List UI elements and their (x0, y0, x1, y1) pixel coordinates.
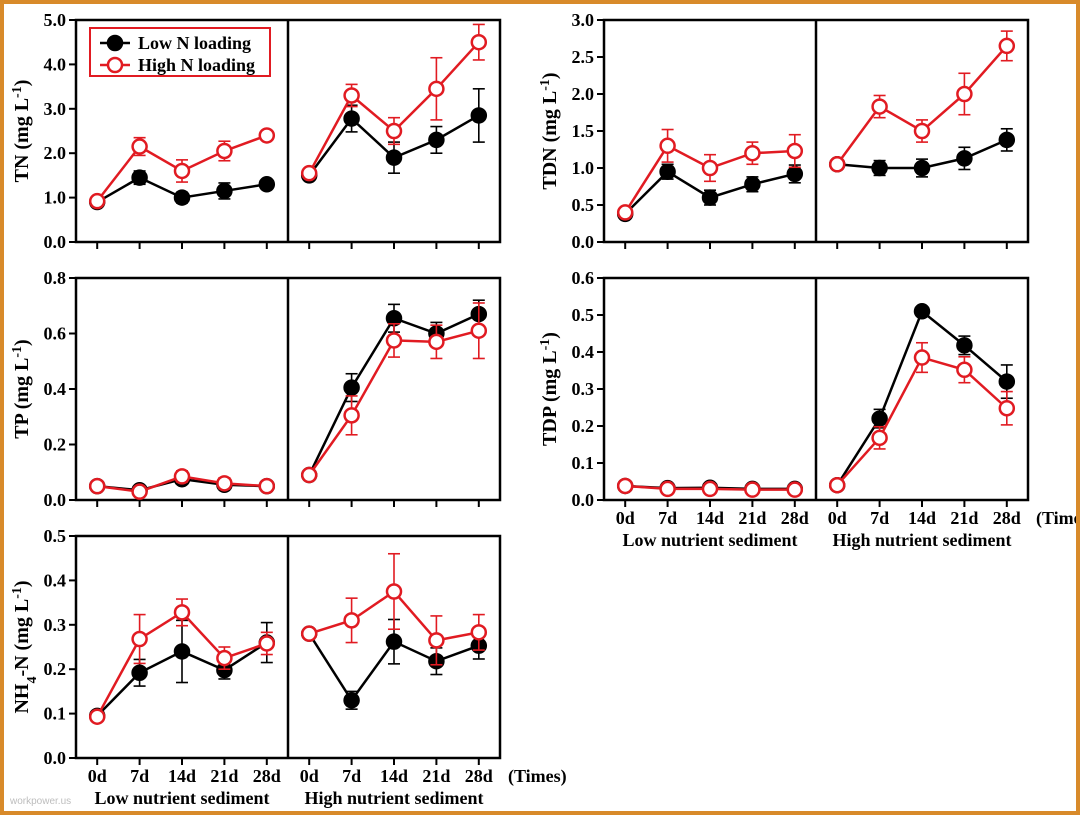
svg-text:3.0: 3.0 (572, 10, 595, 30)
svg-text:14d: 14d (380, 766, 408, 786)
svg-text:28d: 28d (781, 508, 809, 528)
svg-text:0d: 0d (828, 508, 847, 528)
svg-text:0.5: 0.5 (572, 195, 595, 215)
svg-text:21d: 21d (210, 766, 238, 786)
svg-text:1.0: 1.0 (44, 188, 67, 208)
svg-text:0d: 0d (616, 508, 635, 528)
svg-text:2.5: 2.5 (572, 47, 595, 67)
svg-text:TDP (mg L-1): TDP (mg L-1) (538, 332, 562, 446)
svg-text:0.5: 0.5 (44, 526, 67, 546)
svg-text:0.4: 0.4 (572, 342, 595, 362)
svg-text:High nutrient sediment: High nutrient sediment (304, 788, 483, 808)
svg-text:0.0: 0.0 (572, 490, 595, 510)
svg-text:0.0: 0.0 (44, 232, 67, 252)
svg-text:0.0: 0.0 (572, 232, 595, 252)
svg-text:7d: 7d (342, 766, 361, 786)
svg-text:1.0: 1.0 (572, 158, 595, 178)
svg-text:High N loading: High N loading (138, 55, 255, 75)
svg-text:21d: 21d (950, 508, 978, 528)
svg-text:3.0: 3.0 (44, 99, 67, 119)
svg-text:2.0: 2.0 (572, 84, 595, 104)
svg-text:5.0: 5.0 (44, 10, 67, 30)
svg-text:Low N loading: Low N loading (138, 33, 251, 53)
svg-text:0.6: 0.6 (44, 324, 67, 344)
svg-text:0.4: 0.4 (44, 379, 67, 399)
svg-text:(Times): (Times) (1036, 508, 1076, 529)
svg-text:0.3: 0.3 (44, 615, 67, 635)
svg-text:0.0: 0.0 (44, 748, 67, 768)
watermark-text: workpower.us (10, 796, 71, 807)
svg-text:0.6: 0.6 (572, 268, 595, 288)
svg-text:4.0: 4.0 (44, 54, 67, 74)
svg-text:7d: 7d (658, 508, 677, 528)
svg-text:0d: 0d (300, 766, 319, 786)
svg-text:28d: 28d (253, 766, 281, 786)
svg-text:0.5: 0.5 (572, 305, 595, 325)
svg-text:0.2: 0.2 (572, 416, 595, 436)
svg-text:21d: 21d (738, 508, 766, 528)
svg-text:High nutrient sediment: High nutrient sediment (832, 530, 1011, 550)
svg-text:0d: 0d (88, 766, 107, 786)
svg-text:2.0: 2.0 (44, 143, 67, 163)
svg-text:21d: 21d (422, 766, 450, 786)
svg-text:TN (mg L-1): TN (mg L-1) (10, 80, 34, 183)
svg-text:TP (mg L-1): TP (mg L-1) (10, 339, 34, 438)
svg-text:0.2: 0.2 (44, 435, 67, 455)
svg-text:28d: 28d (993, 508, 1021, 528)
svg-text:NH4-N (mg L-1): NH4-N (mg L-1) (10, 580, 40, 713)
svg-text:0.0: 0.0 (44, 490, 67, 510)
figure-frame: 0.0 1.0 2.0 3.0 4.0 5.0 TN (mg L-1) Low N loadi… (0, 0, 1080, 815)
figure-svg: 0.0 1.0 2.0 3.0 4.0 5.0 TN (mg L-1) Low N loadi… (4, 4, 1076, 811)
svg-text:7d: 7d (870, 508, 889, 528)
svg-text:0.1: 0.1 (44, 704, 67, 724)
svg-text:0.2: 0.2 (44, 659, 67, 679)
svg-text:14d: 14d (908, 508, 936, 528)
svg-text:7d: 7d (130, 766, 149, 786)
svg-text:0.3: 0.3 (572, 379, 595, 399)
svg-text:0.4: 0.4 (44, 570, 67, 590)
svg-text:0.8: 0.8 (44, 268, 67, 288)
svg-text:TDN (mg L-1): TDN (mg L-1) (538, 72, 562, 189)
svg-text:28d: 28d (465, 766, 493, 786)
svg-text:(Times): (Times) (508, 766, 567, 787)
svg-text:1.5: 1.5 (572, 121, 595, 141)
svg-text:0.1: 0.1 (572, 453, 595, 473)
svg-text:Low nutrient sediment: Low nutrient sediment (95, 788, 270, 808)
svg-text:14d: 14d (696, 508, 724, 528)
svg-text:Low nutrient sediment: Low nutrient sediment (623, 530, 798, 550)
svg-text:14d: 14d (168, 766, 196, 786)
